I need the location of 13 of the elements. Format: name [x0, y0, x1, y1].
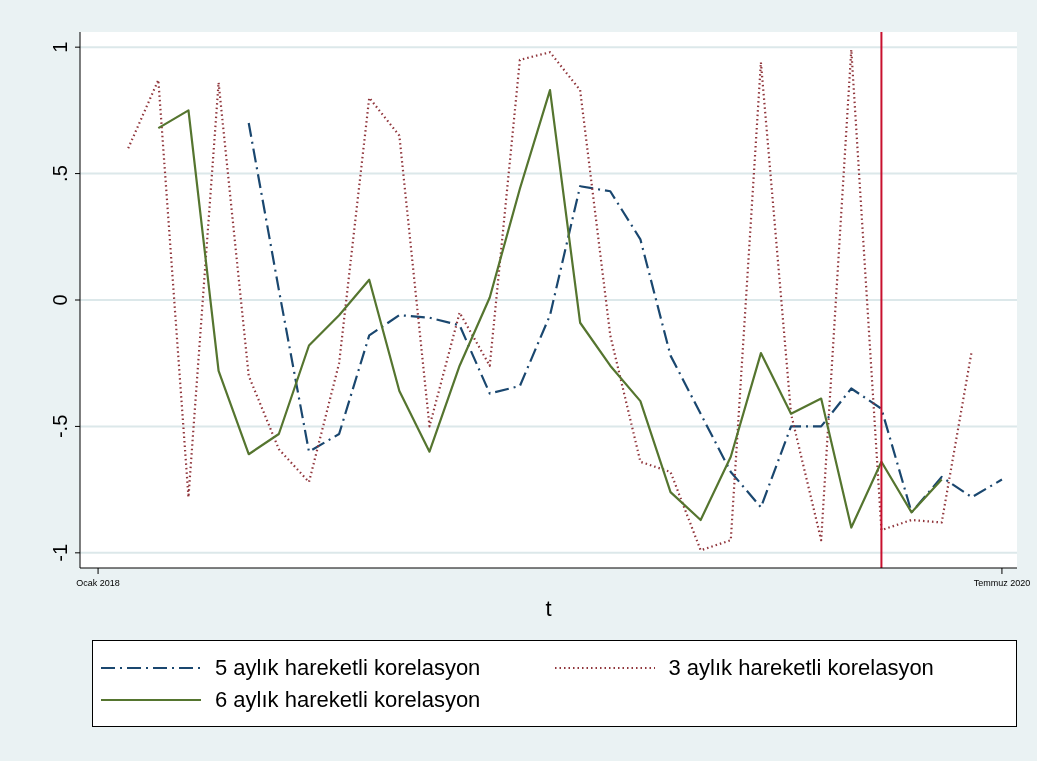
y-tick-label: -1 [49, 543, 71, 562]
legend-label: 5 aylık hareketli korelasyon [215, 654, 481, 681]
y-tick-label: 0 [49, 294, 71, 306]
y-tick-label: .5 [49, 165, 71, 182]
legend-label: 3 aylık hareketli korelasyon [668, 654, 934, 681]
x-axis-title: t [544, 596, 553, 622]
y-tick-label: 1 [49, 41, 71, 53]
y-tick-label: -.5 [49, 414, 71, 439]
legend-label: 6 aylık hareketli korelasyon [215, 686, 481, 713]
line-series [157, 89, 943, 529]
line-series [127, 48, 973, 552]
x-tick-label: Ocak 2018 [76, 578, 120, 588]
x-tick-label: Temmuz 2020 [973, 578, 1031, 588]
